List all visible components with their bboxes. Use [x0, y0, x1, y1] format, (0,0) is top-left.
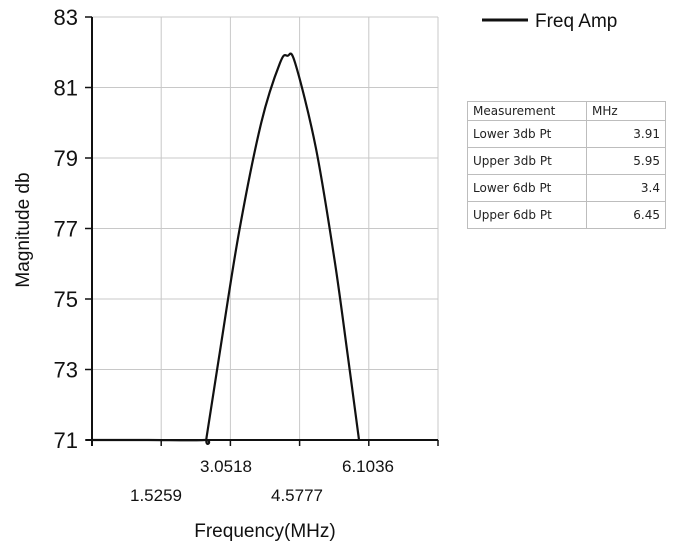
- row-value: 5.95: [586, 147, 666, 175]
- legend: Freq Amp: [482, 11, 617, 32]
- row-value: 3.91: [586, 120, 666, 148]
- row-label: Lower 6db Pt: [467, 174, 587, 202]
- row-label: Upper 6db Pt: [467, 201, 587, 229]
- table-header-row: Measurement MHz: [467, 101, 666, 121]
- y-tick-label: 75: [54, 287, 78, 312]
- y-tick-label: 71: [54, 428, 78, 453]
- grid: [92, 16, 439, 441]
- x-tick-label: 3.0518: [200, 457, 252, 476]
- series-line-freq-amp: [92, 52, 361, 445]
- measurement-table: Measurement MHz Lower 3db Pt 3.91 Upper …: [467, 101, 666, 229]
- row-label: Upper 3db Pt: [467, 147, 587, 175]
- table-row: Lower 6db Pt 3.4: [467, 174, 666, 202]
- row-label: Lower 3db Pt: [467, 120, 587, 148]
- row-value: 3.4: [586, 174, 666, 202]
- x-axis-title: Frequency(MHz): [194, 521, 335, 542]
- header-measurement: Measurement: [467, 101, 587, 121]
- table-row: Lower 3db Pt 3.91: [467, 120, 666, 148]
- header-mhz: MHz: [586, 101, 666, 121]
- table-row: Upper 6db Pt 6.45: [467, 201, 666, 229]
- row-value: 6.45: [586, 201, 666, 229]
- x-tick-label: 1.5259: [130, 486, 182, 505]
- y-tick-label: 73: [54, 358, 78, 383]
- x-tick-label: 6.1036: [342, 457, 394, 476]
- axes: [85, 16, 439, 446]
- y-tick-label: 79: [54, 146, 78, 171]
- table-row: Upper 3db Pt 5.95: [467, 147, 666, 175]
- y-tick-label: 81: [54, 76, 78, 101]
- series-layer: [92, 52, 361, 445]
- x-tick-label: 4.5777: [271, 486, 323, 505]
- y-axis-title: Magnitude db: [13, 172, 34, 287]
- legend-label-freq-amp: Freq Amp: [535, 11, 617, 32]
- y-tick-label: 83: [54, 5, 78, 30]
- tick-labels: 83 81 79 77 75 73 71 3.0518 6.1036 1.5259 4.5777: [54, 5, 394, 505]
- y-tick-label: 77: [54, 217, 78, 242]
